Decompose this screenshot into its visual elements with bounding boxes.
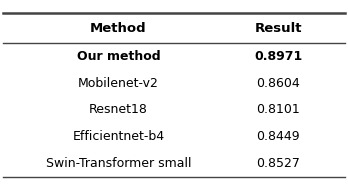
Text: Resnet18: Resnet18 [89,103,148,116]
Text: Mobilenet-v2: Mobilenet-v2 [78,77,159,90]
Text: Method: Method [90,22,147,35]
Text: Our method: Our method [77,50,160,63]
Text: Result: Result [255,22,302,35]
Text: 0.8971: 0.8971 [254,50,302,63]
Text: 0.8101: 0.8101 [256,103,300,116]
Text: Swin-Transformer small: Swin-Transformer small [46,157,191,170]
Text: 0.8527: 0.8527 [256,157,300,170]
Text: 0.8604: 0.8604 [256,77,300,90]
Text: Efficientnet-b4: Efficientnet-b4 [72,130,164,143]
Text: 0.8449: 0.8449 [256,130,300,143]
